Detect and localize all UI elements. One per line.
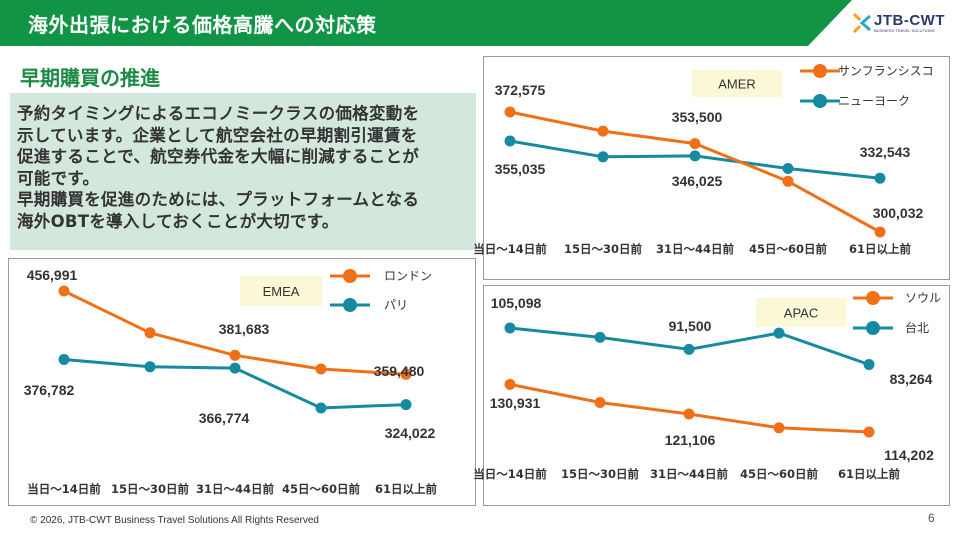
logo-subtext: BUSINESS TRAVEL SOLUTIONS	[874, 28, 935, 33]
legend-marker	[343, 298, 357, 312]
header-background	[0, 0, 852, 46]
data-label: 324,022	[385, 425, 436, 441]
data-point	[315, 402, 327, 414]
x-tick-label: 31日～44日前	[656, 242, 735, 256]
data-point	[597, 151, 609, 163]
x-tick-label: 61日以上前	[375, 482, 438, 496]
legend-label: ソウル	[905, 291, 941, 305]
data-label: 91,500	[669, 318, 712, 334]
data-point	[773, 327, 785, 339]
data-point	[689, 150, 701, 162]
x-tick-label: 当日～14日前	[473, 467, 547, 481]
data-point	[594, 331, 606, 343]
region-label: EMEA	[263, 284, 300, 299]
x-tick-label: 31日～44日前	[196, 482, 275, 496]
data-point	[773, 422, 785, 434]
x-tick-label: 当日～14日前	[27, 482, 101, 496]
data-point	[504, 106, 516, 118]
data-point	[58, 285, 70, 297]
data-point	[144, 327, 156, 339]
data-point	[504, 135, 516, 147]
copyright: © 2026, JTB-CWT Business Travel Solution…	[30, 515, 319, 526]
region-label-box	[692, 70, 782, 97]
legend-label: 台北	[905, 320, 929, 335]
region-label-box	[240, 276, 322, 306]
x-tick-label: 61日以上前	[838, 467, 901, 481]
data-label: 83,264	[890, 371, 933, 387]
data-point	[597, 125, 609, 137]
x-tick-label: 31日～44日前	[650, 467, 729, 481]
series-line-orange	[509, 382, 870, 434]
x-tick-label: 45日～60日前	[740, 467, 819, 481]
data-point	[689, 138, 701, 150]
legend-label: ロンドン	[384, 269, 432, 283]
data-point	[144, 361, 156, 373]
description-box: 予約タイミングによるエコノミークラスの価格変動を 示しています。企業として航空会…	[10, 93, 476, 250]
region-label: AMER	[718, 77, 756, 92]
data-label: 114,202	[884, 447, 934, 463]
data-label: 346,025	[672, 173, 723, 189]
data-point	[504, 322, 516, 334]
x-tick-label: 61日以上前	[849, 242, 912, 256]
data-point	[683, 408, 695, 420]
region-label: APAC	[784, 306, 818, 321]
data-point	[863, 359, 875, 370]
data-label: 372,575	[495, 82, 546, 98]
data-point	[594, 397, 606, 408]
data-point	[229, 362, 241, 374]
data-label: 105,098	[491, 295, 542, 311]
legend-marker	[343, 269, 357, 283]
x-tick-label: 45日～60日前	[282, 482, 361, 496]
data-label: 381,683	[219, 321, 270, 337]
legend-marker	[813, 64, 827, 78]
legend-label: サンフランシスコ	[838, 64, 934, 78]
data-point	[400, 399, 412, 411]
legend-marker	[866, 321, 880, 335]
legend-marker	[813, 94, 827, 108]
legend-label: ニューヨーク	[838, 94, 910, 108]
x-tick-label: 15日～30日前	[564, 242, 643, 256]
data-point	[315, 363, 327, 375]
data-point	[782, 163, 794, 174]
slide-title: 海外出張における価格高騰への対応策	[28, 13, 377, 37]
data-point	[782, 175, 794, 187]
section-subtitle: 早期購買の推進	[20, 66, 160, 90]
x-tick-label: 15日～30日前	[111, 482, 190, 496]
data-label: 355,035	[495, 161, 546, 177]
data-point	[874, 172, 886, 184]
data-label: 366,774	[199, 410, 250, 426]
data-label: 130,931	[490, 395, 541, 411]
data-point	[874, 226, 886, 238]
data-label: 359,480	[374, 363, 425, 379]
logo-text: JTB-CWT	[874, 12, 945, 29]
data-point	[400, 368, 412, 380]
data-point	[863, 426, 875, 438]
data-label: 456,991	[27, 267, 78, 283]
legend-label: パリ	[384, 298, 408, 312]
data-label: 376,782	[24, 382, 75, 398]
data-label: 121,106	[665, 432, 716, 448]
data-label: 300,032	[873, 205, 924, 221]
data-point	[58, 354, 70, 365]
x-tick-label: 当日～14日前	[473, 242, 547, 256]
region-label-box	[756, 298, 846, 327]
apac-chart: APAC 当日～14日前 15日～30日前 31日～44日前 45日～60日前 61日以上…	[473, 291, 941, 481]
logo-mark-icon	[852, 12, 871, 34]
data-point	[504, 378, 516, 390]
page-number: 6	[928, 511, 935, 525]
data-label: 353,500	[672, 109, 723, 125]
data-label: 332,543	[860, 144, 911, 160]
legend-marker	[866, 291, 880, 305]
data-point	[683, 343, 695, 355]
emea-chart: EMEA 当日～14日前 15日～30日前 31日～44日前 45日～60日前 61日以上…	[24, 267, 438, 496]
x-tick-label: 45日～60日前	[749, 242, 828, 256]
data-point	[229, 349, 241, 361]
slide-header: 海外出張における価格高騰への対応策 JTB-CWT BUSINESS TRAVE…	[0, 0, 960, 46]
x-tick-label: 15日～30日前	[561, 467, 640, 481]
company-logo: JTB-CWT BUSINESS TRAVEL SOLUTIONS	[852, 12, 952, 36]
amer-chart: AMER 当日～14日前 15日～30日前 31日～44日前 45日～60日前 61日以上…	[473, 64, 934, 256]
